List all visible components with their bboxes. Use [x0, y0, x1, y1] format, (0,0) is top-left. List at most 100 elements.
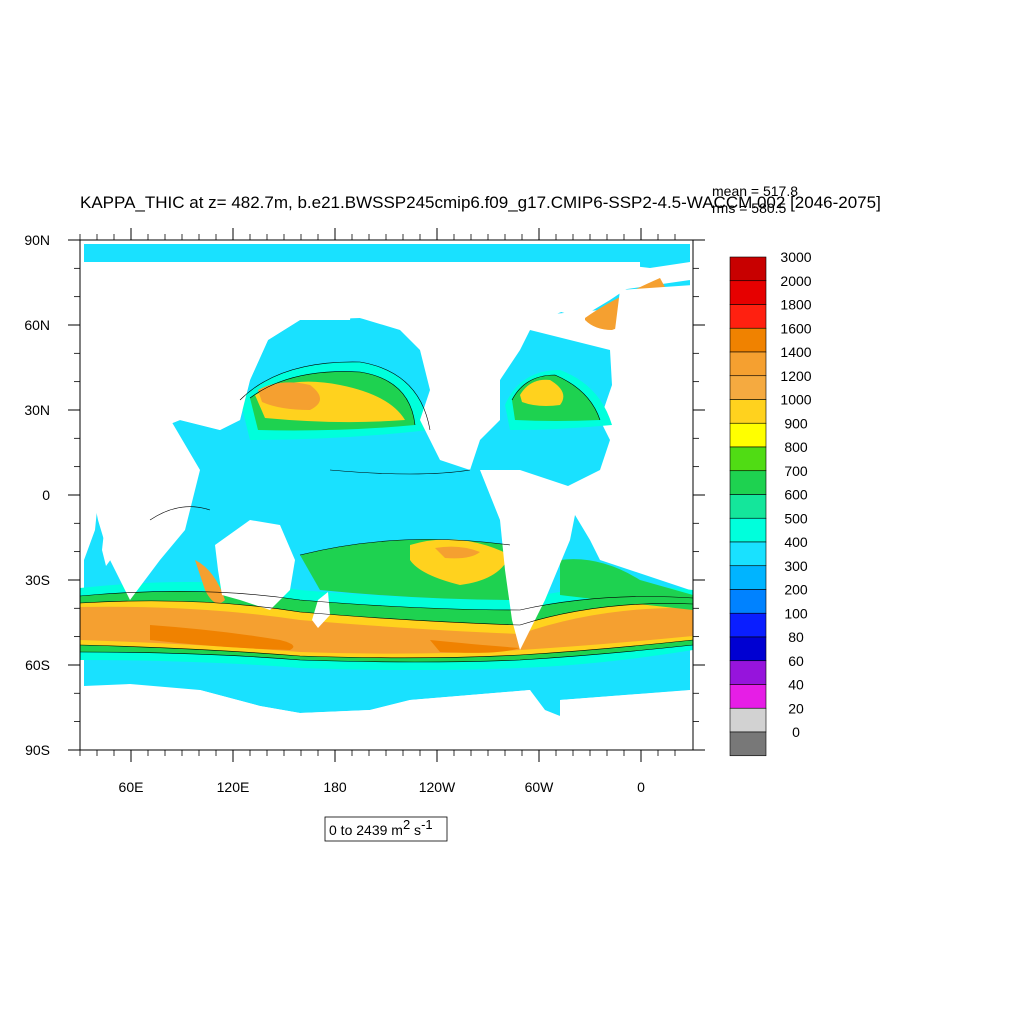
australia-land [215, 520, 295, 610]
contour-line [80, 600, 693, 626]
madagascar-land [102, 528, 114, 566]
colorbar-swatch [729, 422, 767, 448]
north-atlantic-900 [520, 379, 564, 406]
minor-ticks [74, 234, 699, 756]
colorbar-label: 700 [784, 463, 808, 479]
rms-label: rms = 580.5 [712, 200, 787, 216]
colorbar-swatch [729, 565, 767, 590]
lat-label: 30N [24, 402, 50, 418]
colorbar-swatch [729, 517, 767, 543]
land-masses [80, 262, 693, 750]
lat-label: 0 [42, 487, 50, 503]
north-pacific-1200 [258, 382, 320, 410]
contour-line [149, 506, 211, 521]
north-america-land [360, 262, 600, 470]
contour-line [329, 469, 471, 475]
drake-1400 [430, 640, 520, 653]
figure-title: KAPPA_THIC at z= 482.7m, b.e21.BWSSP245c… [80, 193, 881, 212]
contour-line [239, 361, 431, 431]
range-label-prefix: 0 to 2439 m [329, 822, 403, 838]
colorbar-label: 800 [784, 439, 808, 455]
lon-label: 180 [323, 779, 347, 795]
colorbar-swatch [729, 494, 767, 519]
mean-label: mean = 517.8 [712, 183, 798, 199]
contour-line [299, 539, 511, 556]
colorbar-label: 1600 [780, 320, 811, 336]
contour-line [80, 591, 693, 611]
colorbar-swatch [729, 327, 767, 353]
colorbar-label: 1400 [780, 344, 811, 360]
colorbar-label: 500 [784, 510, 808, 526]
west-australia-high [195, 560, 225, 604]
range-label: 0 to 2439 m2 s-1 [329, 817, 433, 838]
range-label-mid: s [410, 822, 421, 838]
colorbar-label: 300 [784, 558, 808, 574]
colorbar-swatch [729, 470, 767, 495]
colorbar-label: 0 [792, 724, 800, 740]
colorbar-swatch [729, 636, 767, 662]
lon-label: 0 [637, 779, 645, 795]
colorbar-label: 400 [784, 534, 808, 550]
lat-label: 30S [25, 572, 50, 588]
range-label-exp2: -1 [421, 817, 433, 832]
colorbar-labels: 3000200018001600140012001000900800700600… [780, 249, 811, 740]
lat-label: 90S [25, 742, 50, 758]
range-label-box [324, 816, 448, 842]
colorbar-label: 1800 [780, 297, 811, 313]
contour-line [80, 644, 693, 663]
contour-line [511, 374, 601, 421]
colorbar-swatch [729, 256, 767, 282]
colorbar-label: 900 [784, 415, 808, 431]
map-area [80, 240, 693, 750]
colorbar-swatch [729, 660, 767, 685]
colorbar-label: 60 [788, 653, 804, 669]
colorbar-label: 100 [784, 605, 808, 621]
asia-land [80, 262, 360, 480]
greenland-land [540, 262, 640, 318]
colorbar-label: 600 [784, 487, 808, 503]
southern-band-1400 [150, 625, 294, 650]
range-label-exp1: 2 [403, 817, 410, 832]
southeast-pacific-orange [435, 546, 480, 559]
colorbar-label: 40 [788, 677, 804, 693]
colorbar-label: 1000 [780, 392, 811, 408]
colorbar-label: 200 [784, 582, 808, 598]
colorbar-swatch [729, 541, 767, 567]
colorbar-label: 2000 [780, 273, 811, 289]
colorbar-label: 3000 [780, 249, 811, 265]
west-africa-land [610, 430, 693, 520]
south-america-land [480, 470, 580, 650]
lat-label: 60S [25, 657, 50, 673]
lat-labels: 90N 60N 30N 0 30S 60S 90S [24, 232, 50, 758]
colorbar-swatch [729, 280, 767, 305]
colorbar-swatch [729, 375, 767, 400]
colorbar-swatch [729, 304, 767, 329]
antarctica-land [80, 690, 693, 750]
lon-labels: 60E 120E 180 120W 60W 0 [119, 779, 646, 795]
contour-lines [80, 361, 693, 663]
colorbar-swatch [729, 731, 767, 757]
southeast-pacific-yellow [410, 539, 510, 585]
lon-label: 60E [119, 779, 144, 795]
colorbar-label: 80 [788, 629, 804, 645]
colorbar-swatch [729, 589, 767, 614]
colorbar-label: 1200 [780, 368, 811, 384]
south-atlantic-green [560, 559, 693, 610]
colorbar-swatch [729, 446, 767, 472]
lon-label: 120W [419, 779, 456, 795]
colorbar-swatch [729, 684, 767, 709]
lat-label: 60N [24, 317, 50, 333]
colorbar [729, 256, 767, 757]
contour-line [249, 371, 416, 426]
colorbar-swatch [729, 399, 767, 424]
lon-label: 120E [217, 779, 250, 795]
colorbar-swatch [729, 351, 767, 377]
colorbar-swatch [729, 612, 767, 638]
colorbar-swatch [729, 707, 767, 733]
lon-label: 60W [525, 779, 555, 795]
lat-label: 90N [24, 232, 50, 248]
colorbar-label: 20 [788, 700, 804, 716]
contour-line [80, 639, 693, 659]
europe-land [615, 285, 693, 420]
